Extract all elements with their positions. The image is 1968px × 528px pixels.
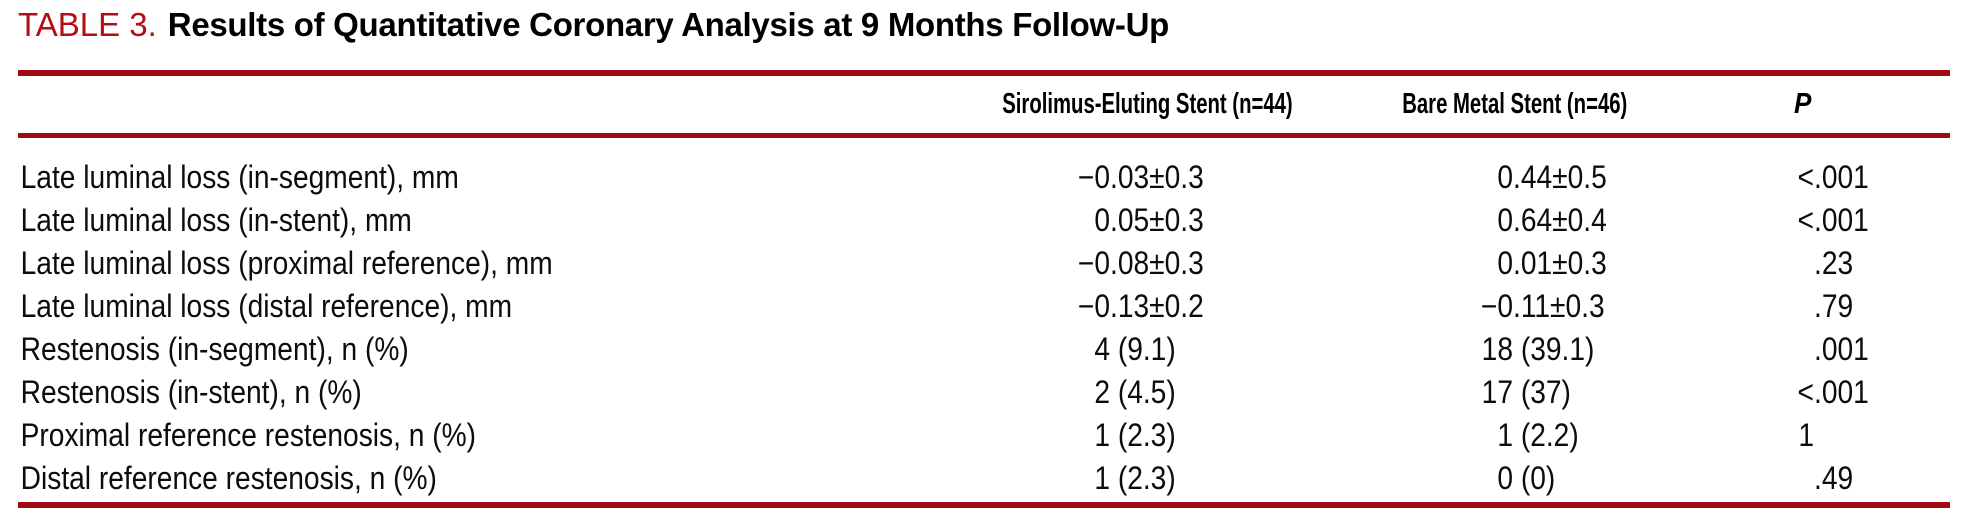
row-label: Restenosis (in-segment), n (%) (20, 331, 409, 367)
table-row: Restenosis (in-stent), n (%) 2 (4.5) 17 … (18, 371, 1950, 414)
bms-value: 1 (2.2) (1497, 417, 1579, 453)
table-row: Restenosis (in-segment), n (%) 4 (9.1) 1… (18, 328, 1950, 371)
p-value: < .001 (1797, 374, 1869, 410)
ses-value: −0.08±0.3 (1077, 245, 1204, 281)
bms-value: 0 (0) (1497, 460, 1556, 496)
p-value: .79 (1814, 288, 1854, 324)
column-header-sirolimus-stent: Sirolimus-Eluting Stent (n=44) (1002, 88, 1293, 120)
row-label: Distal reference restenosis, n (%) (20, 460, 437, 496)
bms-value: 0.64±0.4 (1497, 202, 1607, 238)
row-label: Proximal reference restenosis, n (%) (20, 417, 477, 453)
table-row: Late luminal loss (proximal reference), … (18, 242, 1950, 285)
table-body: Late luminal loss (in-segment), mm −0.03… (18, 156, 1950, 500)
ses-value: 1 (2.3) (1094, 460, 1176, 496)
table-title: TABLE 3. Results of Quantitative Coronary… (18, 6, 1169, 43)
p-value: .001 (1814, 331, 1869, 367)
column-header-p-value: P (1793, 88, 1812, 120)
bottom-rule (18, 502, 1950, 508)
header-rule (18, 133, 1950, 138)
bms-value: −0.11±0.3 (1480, 288, 1605, 324)
p-value: .49 (1814, 460, 1854, 496)
table-row: Late luminal loss (distal reference), mm… (18, 285, 1950, 328)
table-row: Distal reference restenosis, n (%) 1 (2.… (18, 457, 1950, 500)
ses-value: 0.05±0.3 (1094, 202, 1204, 238)
table-title-text: Results of Quantitative Coronary Analysi… (167, 6, 1169, 43)
table-header-row: Sirolimus-Eluting Stent (n=44) Bare Meta… (18, 76, 1950, 133)
bms-value: 17 (37) (1481, 374, 1571, 410)
bms-value: 0.01±0.3 (1497, 245, 1607, 281)
ses-value: 4 (9.1) (1094, 331, 1176, 367)
p-value: < .001 (1797, 202, 1869, 238)
ses-value: 1 (2.3) (1094, 417, 1176, 453)
table-row: Late luminal loss (in-stent), mm 0.05±0.… (18, 199, 1950, 242)
row-label: Late luminal loss (in-segment), mm (20, 159, 459, 195)
p-value: .23 (1814, 245, 1854, 281)
top-rule (18, 70, 1950, 76)
bms-value: 18 (39.1) (1481, 331, 1595, 367)
ses-value: −0.03±0.3 (1077, 159, 1204, 195)
bms-value: 0.44±0.5 (1497, 159, 1607, 195)
p-value: 1 (1798, 417, 1814, 453)
table-number-label: TABLE 3. (18, 6, 157, 43)
table-row: Proximal reference restenosis, n (%) 1 (… (18, 414, 1950, 457)
row-label: Late luminal loss (in-stent), mm (20, 202, 412, 238)
row-label: Restenosis (in-stent), n (%) (20, 374, 362, 410)
row-label: Late luminal loss (distal reference), mm (20, 288, 513, 324)
row-label: Late luminal loss (proximal reference), … (20, 245, 553, 281)
p-value: < .001 (1797, 159, 1869, 195)
table-row: Late luminal loss (in-segment), mm −0.03… (18, 156, 1950, 199)
column-header-bare-metal-stent: Bare Metal Stent (n=46) (1402, 88, 1628, 120)
ses-value: 2 (4.5) (1094, 374, 1176, 410)
ses-value: −0.13±0.2 (1077, 288, 1204, 324)
